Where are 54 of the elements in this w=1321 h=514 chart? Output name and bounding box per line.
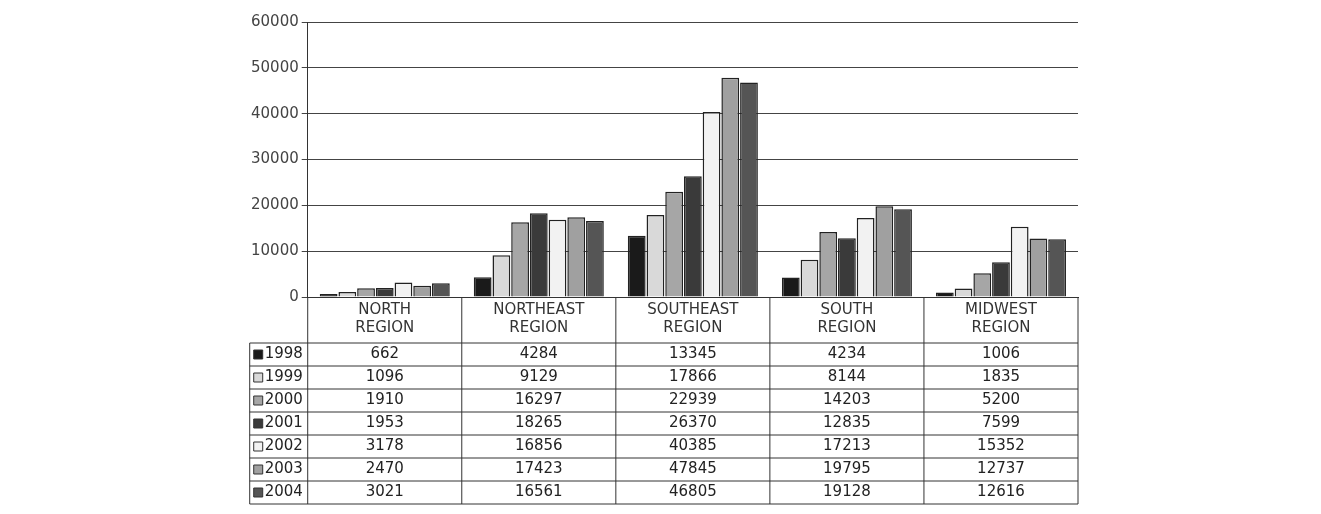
y-tick-label: 60000 <box>251 11 299 30</box>
y-tick-label: 20000 <box>251 195 299 214</box>
data-label: 1006 <box>981 344 1021 363</box>
data-label: 7599 <box>981 413 1021 432</box>
data-label: 26370 <box>669 413 717 432</box>
data-label: 4234 <box>827 344 867 363</box>
data-label: 17423 <box>514 459 563 478</box>
data-label: 2470 <box>365 459 404 478</box>
data-label: 19795 <box>823 459 871 478</box>
data-label: 5200 <box>981 390 1021 409</box>
data-label: 46805 <box>669 482 717 501</box>
x-tick-label: SOUTH REGION <box>817 299 877 336</box>
data-label: 12616 <box>977 482 1025 501</box>
legend-label: 2001 <box>264 413 303 432</box>
data-label: 8144 <box>827 367 867 386</box>
y-tick-label: 0 <box>289 286 299 305</box>
data-label: 16856 <box>514 436 563 455</box>
data-label: 1096 <box>365 367 404 386</box>
data-label: 12737 <box>977 459 1025 478</box>
data-label: 14203 <box>823 390 871 409</box>
data-label: 13345 <box>669 344 717 363</box>
legend-label: 2002 <box>264 436 303 455</box>
x-tick-label: NORTHEAST REGION <box>493 299 586 336</box>
data-label: 15352 <box>977 436 1025 455</box>
x-tick-label: MIDWEST REGION <box>965 299 1038 336</box>
data-label: 1835 <box>981 367 1021 386</box>
x-tick-label: SOUTHEAST REGION <box>647 299 740 336</box>
data-label: 3178 <box>365 436 404 455</box>
y-tick-label: 30000 <box>251 149 299 168</box>
data-label: 662 <box>370 344 400 363</box>
data-label: 40385 <box>669 436 717 455</box>
data-label: 12835 <box>823 413 871 432</box>
data-label: 4284 <box>519 344 558 363</box>
data-label: 22939 <box>669 390 717 409</box>
data-label: 47845 <box>669 459 717 478</box>
legend-label: 1999 <box>264 367 303 386</box>
y-tick-label: 50000 <box>251 57 299 76</box>
data-label: 19128 <box>823 482 871 501</box>
data-label: 1953 <box>365 413 404 432</box>
data-label: 17866 <box>669 367 717 386</box>
legend-label: 2003 <box>264 459 303 478</box>
data-label: 3021 <box>365 482 404 501</box>
legend-label: 2000 <box>264 390 303 409</box>
data-label: 17213 <box>823 436 871 455</box>
data-label: 1910 <box>365 390 404 409</box>
data-label: 9129 <box>519 367 558 386</box>
legend-label: 2004 <box>264 482 303 501</box>
y-tick-label: 40000 <box>251 103 299 122</box>
y-tick-label: 10000 <box>251 241 299 260</box>
data-label: 16297 <box>514 390 563 409</box>
x-tick-label: NORTH REGION <box>355 299 415 336</box>
legend-label: 1998 <box>264 344 303 363</box>
data-label: 18265 <box>514 413 563 432</box>
data-label: 16561 <box>514 482 563 501</box>
